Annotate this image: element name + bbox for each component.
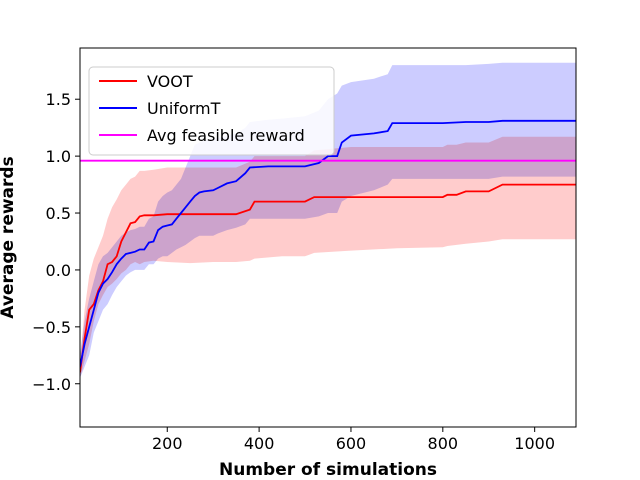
y-tick-label: 1.0 [46,147,71,166]
series-lines [80,119,576,373]
line-uniformt [80,119,576,367]
y-tick-label: 1.5 [46,90,71,109]
x-axis-ticks: 200 400 600 800 1000 [152,427,555,453]
y-tick-label: 0.5 [46,204,71,223]
x-axis-title: Number of simulations [219,460,437,480]
legend-box [88,66,335,156]
x-tick-label: 1000 [514,434,555,453]
legend: VOOT UniformT Avg feasible reward [88,66,335,156]
line-voot [80,183,576,373]
x-tick-label: 200 [152,434,183,453]
x-tick-label: 400 [244,434,275,453]
legend-label-avg-feasible-reward: Avg feasible reward [147,126,305,145]
y-tick-label: 0.0 [46,261,71,280]
y-tick-label: −0.5 [32,318,71,337]
legend-label-voot: VOOT [147,72,193,91]
y-tick-label: −1.0 [32,375,71,394]
x-tick-label: 600 [336,434,367,453]
y-axis-ticks: −1.0 −0.5 0.0 0.5 1.0 1.5 [32,90,80,394]
legend-label-uniformt: UniformT [147,99,221,118]
y-axis-title: Average rewards [0,156,18,318]
plot-frame [79,47,577,428]
x-tick-label: 800 [428,434,459,453]
